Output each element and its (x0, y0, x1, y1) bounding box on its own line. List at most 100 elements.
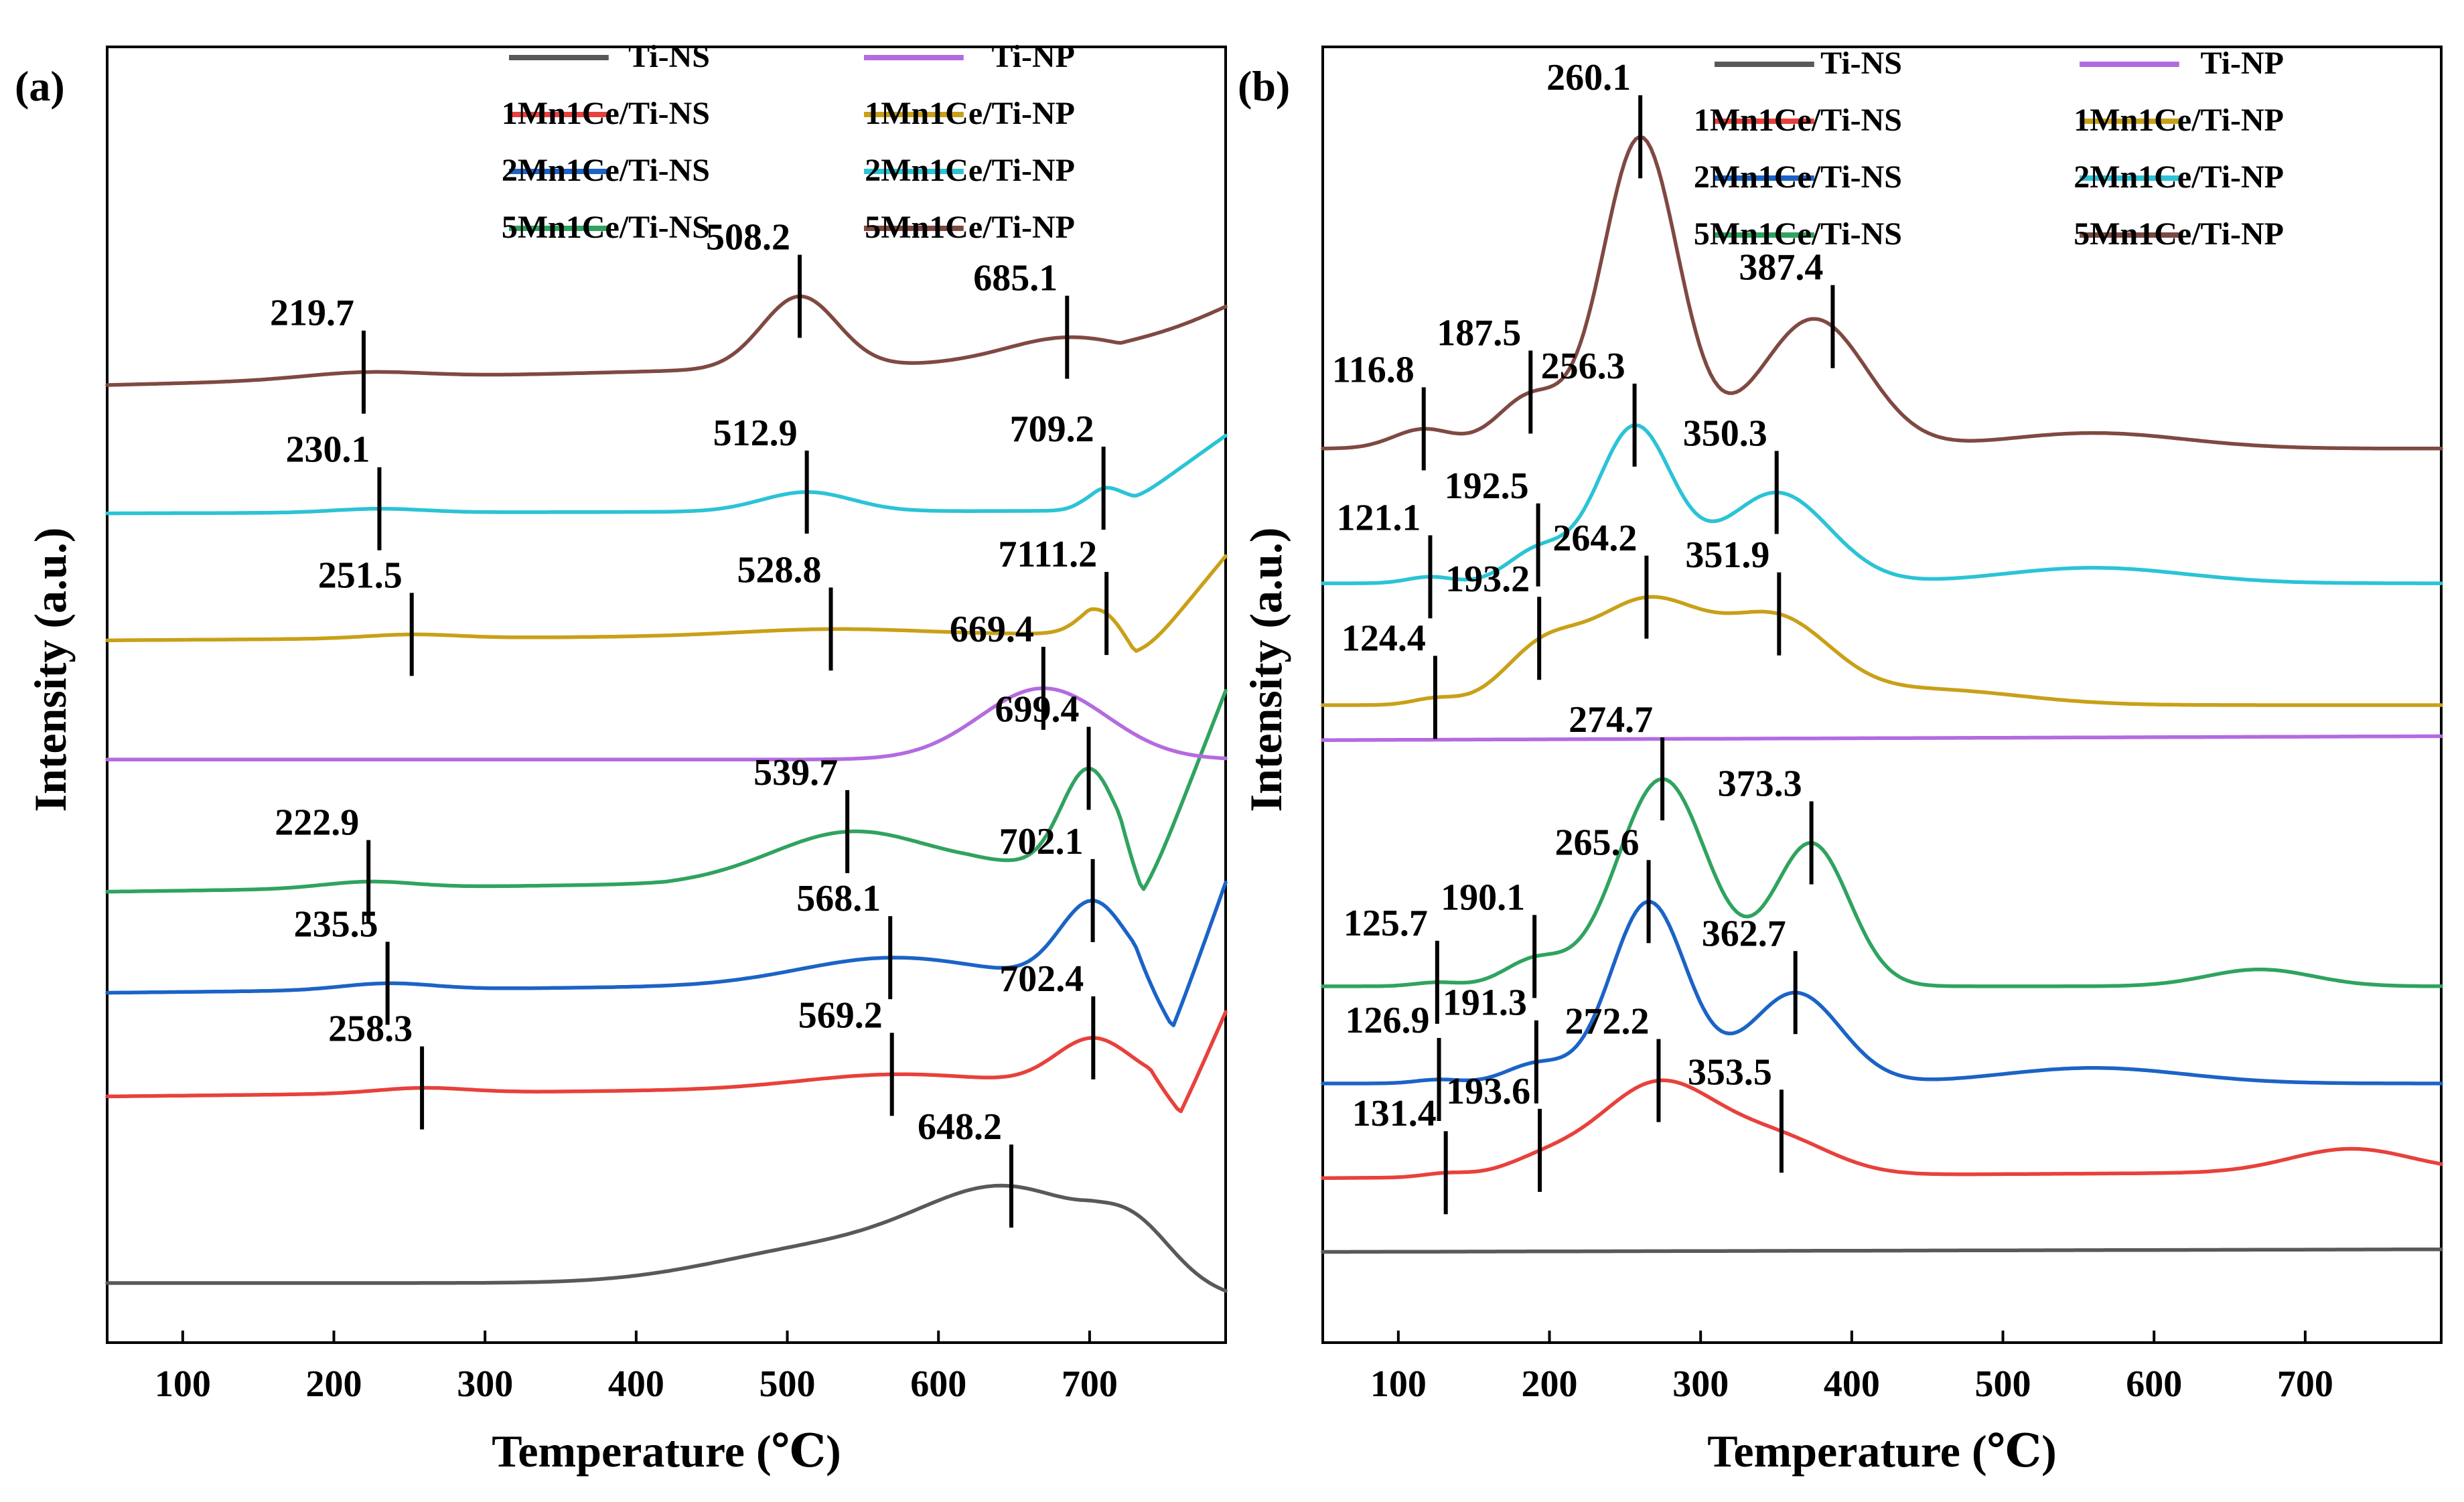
peak-label-b-3-0: 125.7 (1344, 903, 1428, 944)
series-line-b-2mn1ce-ti-np (1321, 423, 2443, 585)
peak-label-b-5-0: 124.4 (1342, 617, 1426, 659)
panel-label-a: (a) (15, 62, 65, 110)
x-tick-label-a-400: 400 (608, 1363, 664, 1405)
peak-label-a-2-0: 235.5 (294, 903, 378, 945)
series-line-a-2mn1ce-ti-np (105, 433, 1228, 516)
x-tick-label-b-100: 100 (1370, 1363, 1427, 1405)
peak-label-b-6-2: 256.3 (1541, 346, 1625, 387)
legend-b: Ti-NS Ti-NP 1Mn1Ce/Ti-NS 1Mn1Ce/Ti-NP 2Mn1Ce… (1694, 46, 2284, 252)
peak-label-a-1-2: 702.4 (999, 958, 1084, 1000)
x-axis-label-a: Temperature (℃) (492, 1426, 841, 1477)
series-line-b-ti-ns (1321, 1247, 2443, 1254)
legend-label-a-0: Ti-NS (628, 39, 710, 74)
series-line-a-ti-np (105, 686, 1228, 762)
series-line-a-1mn1ce-ti-np (105, 554, 1228, 653)
peak-label-b-7-3: 387.4 (1739, 247, 1823, 289)
series-group-a (105, 294, 1228, 1293)
y-axis-label-a: Intensity (a.u.) (25, 527, 76, 812)
peak-label-b-3-1: 190.1 (1441, 877, 1525, 918)
peak-label-a-6-2: 709.2 (1010, 408, 1094, 450)
peak-label-a-3-2: 699.4 (995, 688, 1080, 730)
legend-label-b-7: 5Mn1Ce/Ti-NP (2074, 216, 2284, 252)
legend-label-a-5: 2Mn1Ce/Ti-NP (865, 153, 1075, 188)
series-line-b-1mn1ce-ti-np (1321, 595, 2443, 707)
peak-label-b-2-1: 191.3 (1443, 982, 1527, 1024)
peak-label-b-5-3: 351.9 (1685, 534, 1769, 576)
peak-label-b-6-0: 121.1 (1336, 497, 1421, 538)
peak-label-b-3-3: 373.3 (1718, 763, 1802, 805)
peak-label-b-7-0: 116.8 (1332, 349, 1415, 390)
x-axis-a: 100 200 300 400 500 600 700 (155, 1331, 1118, 1405)
peak-label-a-6-1: 512.9 (713, 412, 798, 454)
peak-label-a-1-1: 569.2 (798, 994, 883, 1036)
series-line-b-5mn1ce-ti-ns (1321, 777, 2443, 988)
peak-label-a-5-0: 251.5 (318, 554, 403, 596)
peak-label-b-7-1: 187.5 (1437, 313, 1521, 354)
legend-label-a-2: 1Mn1Ce/Ti-NS (502, 96, 710, 131)
peak-label-b-5-1: 193.2 (1445, 558, 1530, 600)
legend-label-a-7: 5Mn1Ce/Ti-NP (865, 210, 1075, 245)
x-tick-label-a-500: 500 (759, 1363, 816, 1405)
peak-label-a-0-0: 648.2 (918, 1106, 1002, 1148)
peak-label-a-7-1: 508.2 (706, 217, 790, 258)
peak-label-b-1-3: 353.5 (1688, 1051, 1772, 1093)
legend-label-a-3: 1Mn1Ce/Ti-NP (865, 96, 1075, 131)
peak-label-a-7-0: 219.7 (270, 293, 354, 334)
peak-label-b-2-0: 126.9 (1346, 1000, 1430, 1041)
x-axis-b: 100 200 300 400 500 600 700 (1370, 1331, 2333, 1405)
peak-label-b-1-0: 131.4 (1352, 1093, 1437, 1134)
legend-label-a-6: 5Mn1Ce/Ti-NS (502, 210, 710, 245)
legend-label-b-6: 5Mn1Ce/Ti-NS (1694, 216, 1902, 252)
peak-label-a-7-2: 685.1 (973, 258, 1058, 299)
panel-label-b: (b) (1238, 62, 1290, 110)
peak-label-b-5-2: 264.2 (1552, 518, 1637, 559)
legend-label-a-1: Ti-NP (992, 39, 1075, 74)
x-tick-label-a-300: 300 (457, 1363, 513, 1405)
series-line-b-5mn1ce-ti-np (1321, 135, 2443, 451)
panel-a: (a) 100 200 300 400 500 600 700 648.2 258.3 569.… (15, 39, 1228, 1477)
x-tick-label-b-200: 200 (1522, 1363, 1578, 1405)
peak-label-b-1-2: 272.2 (1565, 1001, 1649, 1043)
x-tick-label-b-700: 700 (2277, 1363, 2333, 1405)
peak-label-a-2-1: 568.1 (796, 878, 881, 919)
peak-label-a-5-2: 7111.2 (998, 534, 1097, 575)
legend-label-b-0: Ti-NS (1820, 46, 1902, 81)
peak-label-a-1-0: 258.3 (328, 1008, 413, 1050)
peak-label-b-1-1: 193.6 (1446, 1071, 1530, 1112)
peak-label-b-7-2: 260.1 (1546, 57, 1631, 98)
series-line-b-ti-np (1321, 734, 2443, 742)
peak-label-b-3-2: 274.7 (1569, 699, 1653, 741)
x-axis-label-b: Temperature (℃) (1707, 1426, 2057, 1477)
peak-label-a-2-2: 702.1 (999, 821, 1084, 862)
legend-a: Ti-NS Ti-NP 1Mn1Ce/Ti-NS 1Mn1Ce/Ti-NP 2Mn1Ce… (502, 39, 1075, 245)
peak-label-a-4-0: 669.4 (950, 609, 1034, 650)
x-tick-label-a-200: 200 (306, 1363, 362, 1405)
x-tick-label-b-300: 300 (1672, 1363, 1729, 1405)
legend-label-a-4: 2Mn1Ce/Ti-NS (502, 153, 710, 188)
legend-label-b-3: 1Mn1Ce/Ti-NP (2074, 102, 2284, 138)
x-tick-label-a-100: 100 (155, 1363, 211, 1405)
peak-label-a-3-1: 539.7 (753, 752, 838, 794)
peak-label-a-5-1: 528.8 (737, 549, 822, 591)
series-line-a-1mn1ce-ti-ns (105, 1010, 1228, 1114)
y-axis-label-b: Intensity (a.u.) (1240, 527, 1291, 812)
x-tick-label-a-600: 600 (910, 1363, 966, 1405)
series-line-a-5mn1ce-ti-ns (105, 688, 1228, 894)
legend-label-b-2: 1Mn1Ce/Ti-NS (1694, 102, 1902, 138)
x-tick-label-b-600: 600 (2126, 1363, 2182, 1405)
x-tick-label-b-500: 500 (1975, 1363, 2031, 1405)
series-line-b-2mn1ce-ti-ns (1321, 899, 2443, 1085)
peak-label-b-6-3: 350.3 (1683, 412, 1767, 454)
series-line-b-1mn1ce-ti-ns (1321, 1078, 2443, 1181)
legend-label-b-5: 2Mn1Ce/Ti-NP (2074, 159, 2284, 195)
peak-markers-a: 648.2 258.3 569.2 702.4 235.5 568.1 702.1 222.9… (270, 217, 1109, 1228)
x-tick-label-a-700: 700 (1062, 1363, 1118, 1405)
peak-label-a-3-0: 222.9 (275, 802, 359, 844)
series-group-b (1321, 135, 2443, 1254)
peak-label-b-2-3: 362.7 (1702, 913, 1786, 954)
plot-frame-b (1321, 46, 2443, 1344)
series-line-a-ti-ns (105, 1183, 1228, 1293)
